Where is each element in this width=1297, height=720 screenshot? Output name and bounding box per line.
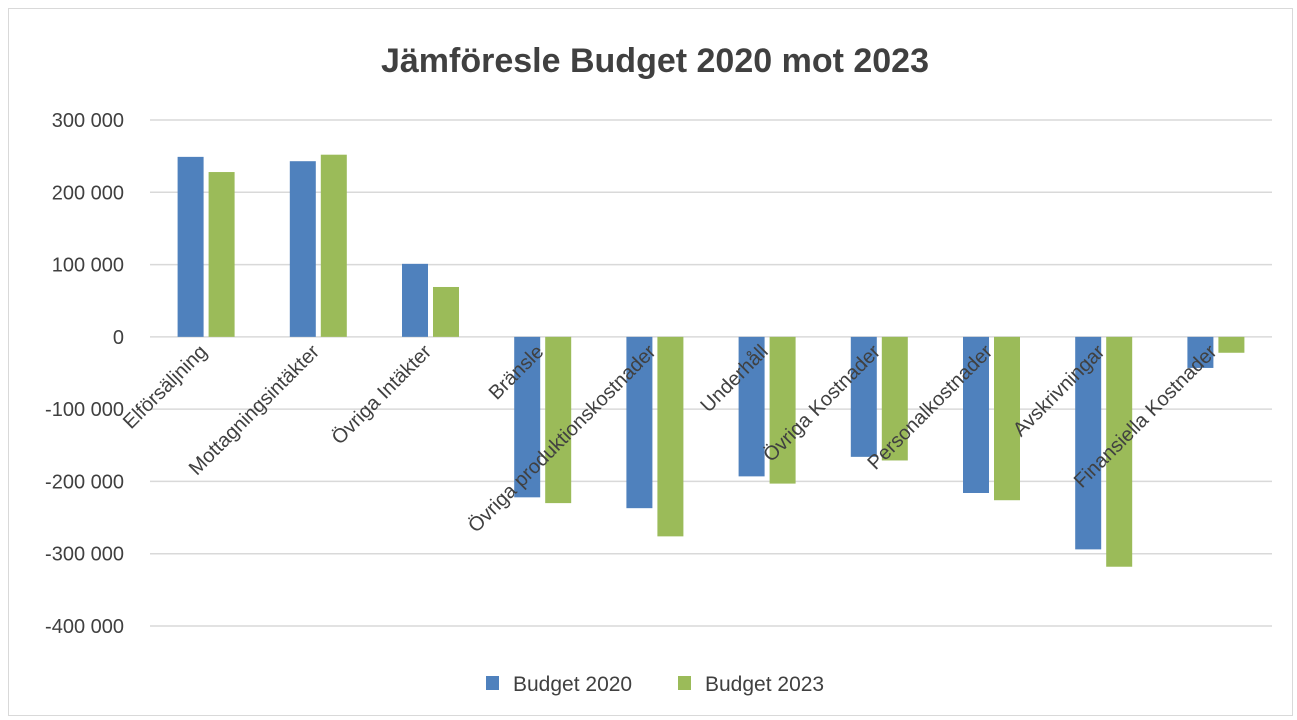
bar-budget-2023 <box>545 336 572 504</box>
bar-budget-2020 <box>738 336 765 477</box>
category-label: Övriga Intäkter <box>328 341 437 450</box>
bar-budget-2020 <box>402 263 428 337</box>
y-tick-label: 0 <box>113 327 124 349</box>
bar-budget-2023 <box>433 286 459 337</box>
bar-budget-2023 <box>994 336 1020 501</box>
bar-budget-2020 <box>177 156 204 337</box>
bar-budget-2020 <box>1187 336 1214 368</box>
gridlines <box>150 119 1272 627</box>
legend-label: Budget 2020 <box>513 673 632 696</box>
bar-budget-2023 <box>208 172 235 337</box>
bar-budget-2023 <box>881 336 908 461</box>
bar-budget-2023 <box>1106 336 1133 567</box>
y-tick-label: 100 000 <box>52 255 124 277</box>
y-tick-label: -400 000 <box>45 616 124 638</box>
bars <box>177 154 1245 567</box>
bar-budget-2023 <box>1218 336 1245 353</box>
bar-budget-2020 <box>626 336 653 509</box>
chart-title: Jämföresle Budget 2020 mot 2023 <box>381 42 929 80</box>
bar-budget-2023 <box>657 336 684 537</box>
bar-budget-2020 <box>963 336 989 493</box>
bar-budget-2020 <box>289 161 316 337</box>
bar-budget-2020 <box>1075 336 1102 550</box>
legend: Budget 2020 Budget 2023 <box>486 673 824 696</box>
y-tick-label: -200 000 <box>45 471 124 493</box>
bar-budget-2023 <box>769 336 796 484</box>
legend-swatch <box>678 676 691 690</box>
bar-budget-2020 <box>850 336 877 457</box>
y-tick-label: -300 000 <box>45 544 124 566</box>
legend-label: Budget 2023 <box>705 673 824 696</box>
bar-budget-2023 <box>320 154 347 337</box>
y-tick-label: 200 000 <box>52 182 124 204</box>
category-label: Elförsäljning <box>119 341 212 434</box>
y-axis-ticks: 300 000 200 000 100 000 0 -100 000 -200 000 -3… <box>45 110 124 638</box>
legend-swatch <box>486 676 499 690</box>
y-tick-label: -100 000 <box>45 399 124 421</box>
bar-budget-2020 <box>514 336 541 498</box>
y-tick-label: 300 000 <box>52 110 124 132</box>
